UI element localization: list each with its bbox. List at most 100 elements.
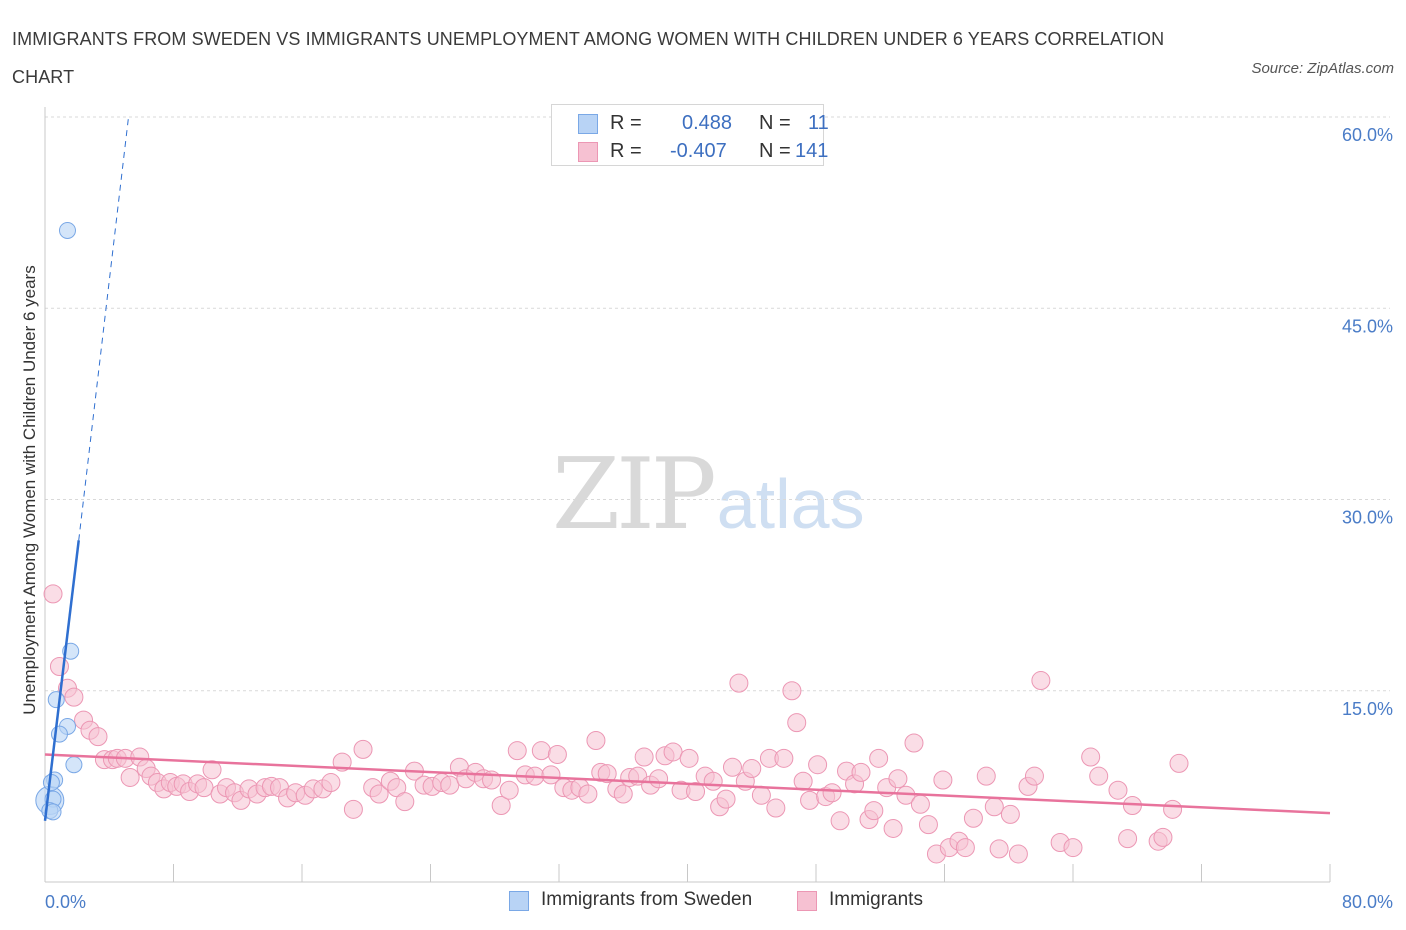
grid-layer: [45, 116, 1390, 692]
immigrants-point: [742, 759, 762, 779]
immigrants-point: [679, 748, 699, 768]
chart-title: IMMIGRANTS FROM SWEDEN VS IMMIGRANTS UNE…: [12, 29, 1165, 87]
immigrants-point: [722, 757, 742, 777]
immigrants-point: [1031, 671, 1051, 691]
legend-r-value: -0.407: [670, 140, 727, 162]
immigrants-point: [395, 792, 415, 812]
legend-n-label: N =: [759, 112, 791, 134]
x-tick-label: 0.0%: [45, 892, 86, 912]
immigrants-point: [984, 797, 1004, 817]
bottom-legend-immigrants: Immigrants: [797, 888, 947, 916]
immigrants-point: [766, 798, 786, 818]
immigrants-point: [194, 778, 214, 798]
immigrants-point: [963, 808, 983, 828]
immigrants-point: [716, 789, 736, 809]
bottom-legend-swatch-pink: [797, 891, 817, 911]
y-tick-label: 45.0%: [1342, 316, 1393, 336]
immigrants-point: [989, 839, 1009, 859]
immigrants-point: [321, 773, 341, 793]
sweden-point: [58, 221, 76, 239]
immigrants-point: [830, 811, 850, 831]
immigrants-trend-line: [44, 753, 1331, 815]
y-tick-label: 30.0%: [1342, 508, 1393, 528]
immigrants-point: [541, 765, 561, 785]
immigrants-point: [729, 673, 749, 693]
immigrants-point: [869, 748, 889, 768]
immigrants-point: [787, 713, 807, 733]
immigrants-point: [864, 801, 884, 821]
legend-n-label: N =: [759, 140, 791, 162]
immigrants-point: [808, 755, 828, 775]
bottom-legend-label: Immigrants: [829, 889, 923, 910]
legend-swatch-pink: [578, 142, 598, 162]
immigrants-point: [686, 781, 706, 801]
source-credit: Source: ZipAtlas.com: [1251, 60, 1394, 77]
immigrants-point: [782, 681, 802, 701]
immigrants-point: [800, 790, 820, 810]
axis-layer: [44, 107, 1331, 883]
legend-r-label: R =: [610, 112, 642, 134]
bottom-legend-sweden: Immigrants from Sweden: [509, 888, 779, 916]
sweden-point: [65, 756, 83, 774]
y-tick-label: 15.0%: [1342, 699, 1393, 719]
legend-n-value: 11: [808, 112, 829, 134]
immigrants-point: [1081, 747, 1101, 767]
immigrants-point: [202, 760, 222, 780]
immigrants-point: [955, 838, 975, 858]
immigrants-point: [976, 766, 996, 786]
sweden-trend-extension: [78, 116, 130, 541]
legend-r-label: R =: [610, 140, 642, 162]
legend-swatch-blue: [578, 114, 598, 134]
x-tick-label: 80.0%: [1342, 892, 1393, 912]
immigrants-point: [634, 747, 654, 767]
immigrants-point: [353, 739, 373, 759]
immigrants-point: [440, 775, 460, 795]
sweden-trend-line: [43, 540, 80, 821]
immigrants-point: [499, 780, 519, 800]
immigrants-point: [663, 742, 683, 762]
legend-n-value: 141: [795, 140, 829, 162]
immigrants-point: [883, 818, 903, 838]
immigrants-point: [531, 741, 551, 761]
trend-lines: [43, 116, 1331, 821]
bottom-legend-label: Immigrants from Sweden: [541, 889, 753, 910]
immigrants-point: [1153, 827, 1173, 847]
immigrants-point: [1169, 753, 1189, 773]
immigrants-point: [1118, 829, 1138, 849]
immigrants-point: [751, 785, 771, 805]
immigrants-point: [1108, 780, 1128, 800]
immigrants-point: [1008, 844, 1028, 864]
y-tick-label: 60.0%: [1342, 125, 1393, 145]
immigrants-point: [904, 733, 924, 753]
immigrants-point: [88, 727, 108, 747]
immigrants-point: [822, 783, 842, 803]
immigrants-point: [1163, 799, 1183, 819]
correlation-legend: R = 0.488 N = 11 R = -0.407 N = 141: [551, 104, 829, 166]
sweden-points: [35, 221, 83, 821]
immigrants-point: [49, 657, 69, 677]
immigrants-point: [649, 769, 669, 789]
immigrants-point: [586, 730, 606, 750]
immigrants-point: [64, 687, 84, 707]
immigrants-point: [703, 771, 723, 791]
immigrants-point: [491, 796, 511, 815]
immigrants-point: [910, 794, 930, 814]
immigrants-point: [613, 784, 633, 804]
bottom-legend-swatch-blue: [509, 891, 529, 911]
immigrants-point: [369, 784, 389, 804]
immigrants-point: [851, 762, 871, 782]
immigrants-point: [918, 815, 938, 835]
immigrants-point: [1063, 838, 1083, 858]
immigrants-point: [597, 764, 617, 784]
tick-labels: 15.0% 30.0% 45.0% 60.0% 0.0% 80.0%: [45, 125, 1393, 912]
immigrants-point: [933, 770, 953, 790]
sweden-point: [47, 691, 65, 709]
immigrants-point: [1000, 804, 1020, 824]
immigrants-point: [774, 748, 794, 768]
immigrants-point: [1024, 766, 1044, 786]
immigrants-points: [43, 584, 1189, 864]
immigrants-point: [888, 769, 908, 789]
immigrants-point: [1089, 766, 1109, 786]
legend-r-value: 0.488: [682, 112, 733, 134]
